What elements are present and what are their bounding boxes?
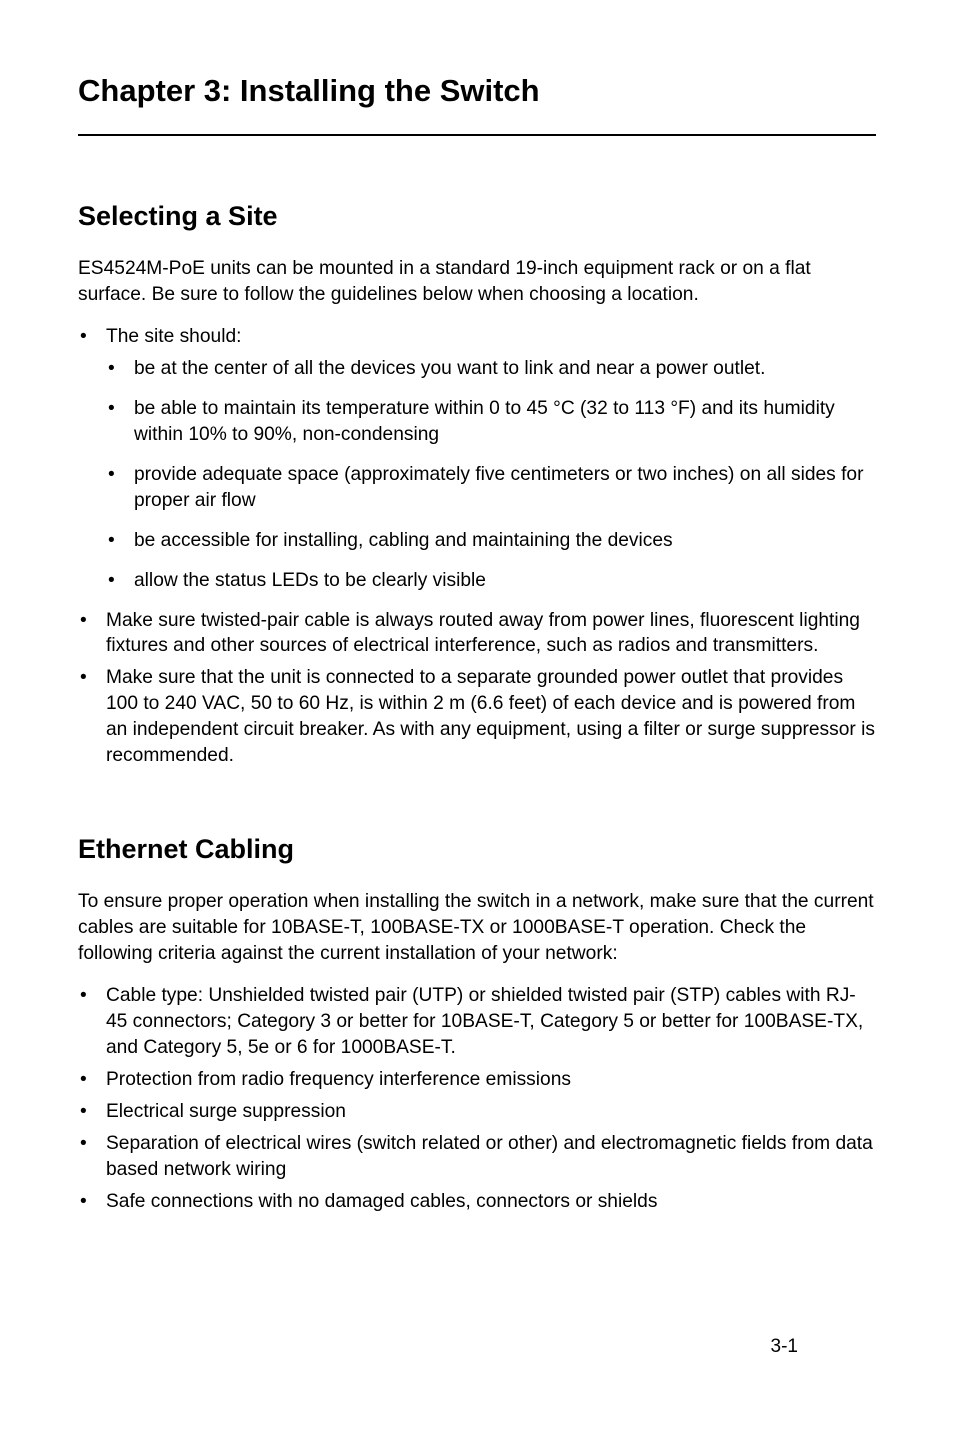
list-item: Electrical surge suppression — [78, 1099, 876, 1125]
list-item-text: The site should: — [106, 326, 241, 347]
list-item: allow the status LEDs to be clearly visi… — [106, 568, 876, 594]
list-item: be at the center of all the devices you … — [106, 356, 876, 382]
list-item: be accessible for installing, cabling an… — [106, 528, 876, 554]
chapter-title: Chapter 3: Installing the Switch — [78, 70, 876, 136]
ethernet-cabling-intro: To ensure proper operation when installi… — [78, 889, 876, 967]
selecting-site-intro: ES4524M-PoE units can be mounted in a st… — [78, 256, 876, 308]
page-number: 3-1 — [771, 1334, 798, 1360]
ethernet-cabling-list: Cable type: Unshielded twisted pair (UTP… — [78, 983, 876, 1214]
list-item: Cable type: Unshielded twisted pair (UTP… — [78, 983, 876, 1061]
list-item: be able to maintain its temperature with… — [106, 396, 876, 448]
list-item: The site should: be at the center of all… — [78, 324, 876, 593]
list-item-text: Separation of electrical wires (switch r… — [106, 1133, 873, 1180]
list-item: provide adequate space (approximately fi… — [106, 462, 876, 514]
list-item-text: be at the center of all the devices you … — [134, 358, 765, 379]
list-item: Make sure that the unit is connected to … — [78, 665, 876, 769]
section-title-selecting-site: Selecting a Site — [78, 198, 876, 234]
list-item: Make sure twisted-pair cable is always r… — [78, 608, 876, 660]
list-item-text: Make sure that the unit is connected to … — [106, 667, 875, 766]
list-item-text: Electrical surge suppression — [106, 1101, 346, 1122]
list-item: Separation of electrical wires (switch r… — [78, 1131, 876, 1183]
list-item-text: be able to maintain its temperature with… — [134, 398, 835, 445]
list-item-text: be accessible for installing, cabling an… — [134, 530, 673, 551]
list-item-text: Protection from radio frequency interfer… — [106, 1069, 571, 1090]
section-title-ethernet-cabling: Ethernet Cabling — [78, 831, 876, 867]
list-item: Protection from radio frequency interfer… — [78, 1067, 876, 1093]
list-item-text: Safe connections with no damaged cables,… — [106, 1191, 657, 1212]
list-item-text: provide adequate space (approximately fi… — [134, 464, 864, 511]
list-item-text: Make sure twisted-pair cable is always r… — [106, 610, 860, 657]
site-should-sublist: be at the center of all the devices you … — [106, 356, 876, 593]
selecting-site-list: The site should: be at the center of all… — [78, 324, 876, 769]
list-item-text: allow the status LEDs to be clearly visi… — [134, 570, 486, 591]
page: Chapter 3: Installing the Switch Selecti… — [78, 70, 876, 1388]
list-item-text: Cable type: Unshielded twisted pair (UTP… — [106, 985, 863, 1058]
list-item: Safe connections with no damaged cables,… — [78, 1189, 876, 1215]
